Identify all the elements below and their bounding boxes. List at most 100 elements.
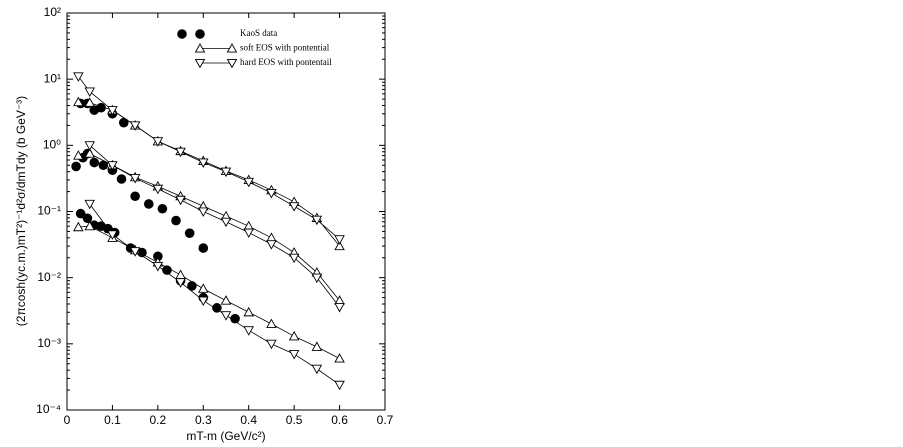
data-point	[129, 121, 141, 131]
data-point	[175, 278, 186, 288]
y-tick-label: 10⁻²	[37, 270, 61, 284]
data-point	[198, 207, 209, 217]
data-point	[171, 215, 181, 226]
data-point	[266, 189, 277, 199]
x-axis-title: mT-m (GeV/c²)	[186, 429, 265, 443]
series-line	[78, 225, 340, 359]
legend-marker	[226, 58, 238, 69]
data-point	[334, 302, 345, 313]
data-point	[212, 303, 222, 313]
data-point	[84, 97, 95, 107]
legend-marker	[194, 58, 206, 69]
data-point	[220, 217, 232, 228]
data-point	[175, 195, 186, 206]
data-point	[162, 265, 172, 275]
data-point	[243, 228, 254, 239]
legend-marker	[177, 29, 187, 39]
data-point	[220, 295, 232, 305]
data-point	[175, 269, 186, 279]
data-point	[187, 281, 197, 291]
data-point	[107, 161, 118, 171]
data-point	[129, 247, 141, 257]
series-line	[78, 153, 340, 301]
data-point	[73, 221, 84, 232]
data-point	[153, 251, 163, 262]
legend-label: KaoS data	[240, 28, 277, 38]
x-tick-label: 0.6	[331, 413, 348, 427]
data-point	[84, 220, 95, 231]
data-point	[243, 177, 254, 188]
data-point	[198, 243, 209, 253]
x-tick-label: 0.2	[150, 413, 167, 427]
x-tick-label: 0.4	[240, 413, 257, 427]
legend-label: soft EOS with pontential	[240, 43, 330, 53]
data-point	[266, 318, 277, 328]
data-point	[152, 184, 164, 195]
data-point	[311, 273, 323, 284]
data-point	[334, 240, 345, 251]
y-tick-label: 10⁻³	[37, 336, 61, 350]
legend-marker	[194, 43, 206, 53]
data-point	[129, 174, 141, 184]
data-point	[220, 311, 232, 321]
data-point	[243, 326, 254, 336]
data-point	[334, 235, 345, 245]
data-point	[220, 167, 232, 178]
data-point	[107, 106, 118, 116]
y-tick-label: 10⁻⁴	[36, 402, 61, 416]
legend-label: hard EOS with pontentail	[240, 57, 332, 67]
data-point	[266, 339, 277, 350]
data-point	[198, 158, 209, 168]
y-tick-label: 10⁻¹	[37, 204, 61, 218]
data-point	[334, 380, 345, 391]
data-point	[198, 283, 209, 293]
data-point	[311, 215, 323, 226]
legend-marker	[226, 43, 238, 53]
data-point	[288, 330, 300, 341]
data-point	[71, 161, 81, 172]
data-point	[243, 306, 254, 317]
data-point	[130, 191, 140, 202]
x-tick-label: 0.3	[195, 413, 212, 427]
data-point	[89, 157, 100, 168]
data-point	[75, 208, 86, 219]
y-tick-label: 10²	[44, 5, 61, 19]
data-point	[84, 199, 95, 210]
series-line	[78, 76, 340, 240]
data-point	[82, 213, 93, 224]
data-point	[334, 353, 345, 363]
data-point	[230, 313, 240, 324]
data-point	[288, 350, 300, 360]
data-point	[84, 141, 95, 151]
data-point	[184, 228, 195, 238]
data-point	[152, 137, 164, 147]
data-point	[266, 240, 277, 250]
data-point	[143, 199, 154, 209]
data-point	[84, 87, 95, 97]
data-point	[73, 96, 84, 107]
data-point	[157, 203, 168, 214]
x-tick-label: 0.5	[286, 413, 303, 427]
data-point	[311, 364, 323, 375]
y-axis-title: (2πcosh(yc.m.)mT²)⁻¹d²σ/dmTdy (b GeV⁻³)	[14, 96, 28, 326]
series-line	[89, 145, 340, 308]
data-point	[175, 147, 186, 158]
data-point	[84, 148, 95, 158]
legend-marker	[195, 29, 205, 39]
data-point	[73, 150, 84, 160]
x-tick-label: 0.7	[377, 413, 394, 427]
data-point	[116, 174, 127, 184]
data-point	[118, 117, 129, 128]
y-tick-label: 10⁰	[43, 138, 61, 152]
y-tick-label: 10¹	[44, 71, 61, 85]
data-point	[73, 72, 84, 82]
x-tick-label: 0.1	[104, 413, 121, 427]
data-point	[288, 202, 300, 212]
data-point	[198, 296, 209, 307]
data-point	[152, 261, 164, 272]
data-point	[98, 160, 109, 171]
series-line	[78, 101, 340, 247]
x-tick-label: 0	[64, 413, 71, 427]
data-point	[107, 230, 118, 240]
